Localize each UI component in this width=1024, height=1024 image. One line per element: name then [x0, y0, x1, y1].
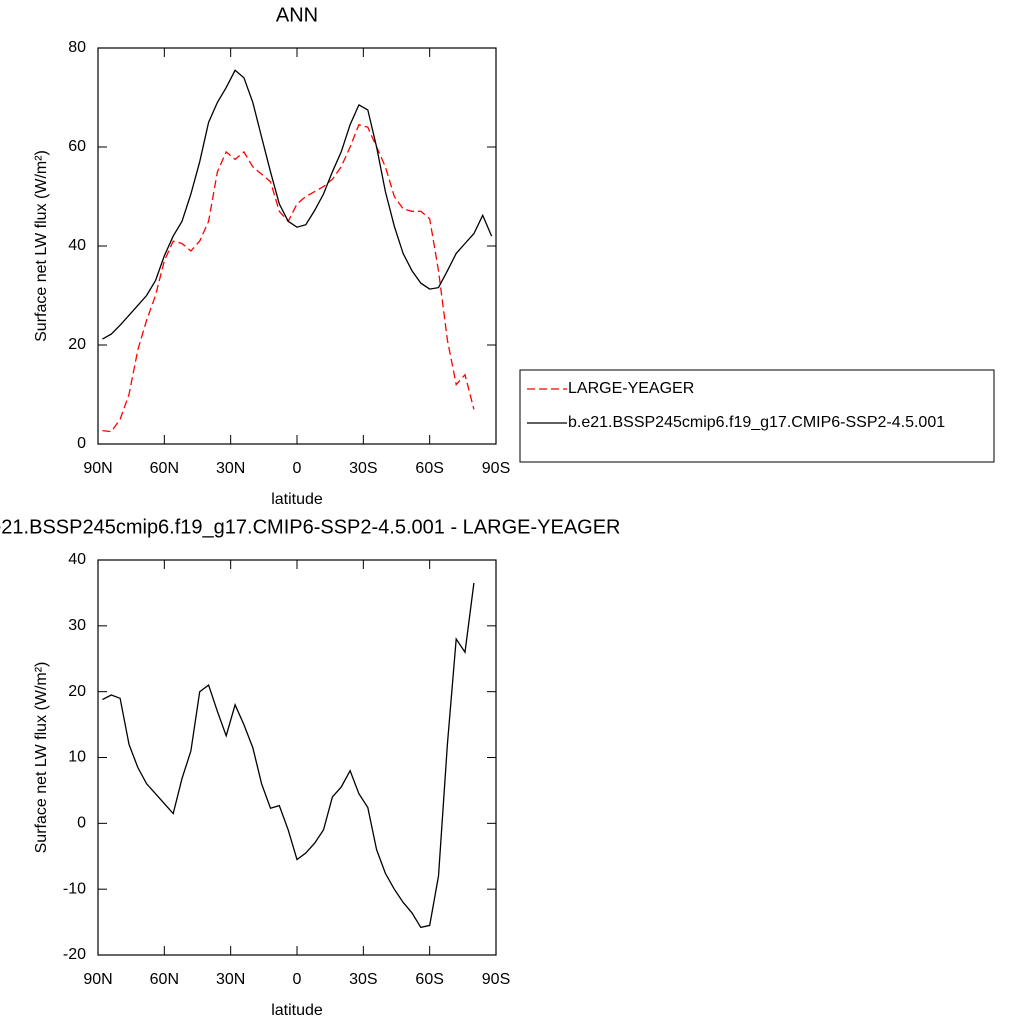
y-tick-label: 30	[68, 617, 86, 634]
x-tick-label: 60N	[150, 971, 179, 988]
data-line	[102, 69, 493, 340]
x-axis-label: latitude	[271, 1002, 323, 1019]
x-tick-label: 90S	[482, 971, 510, 988]
x-tick-label: 90S	[482, 460, 510, 477]
y-tick-label: -20	[63, 946, 86, 963]
x-tick-label: 30N	[216, 460, 245, 477]
y-tick-label: 0	[77, 815, 86, 832]
plot-frame	[97, 47, 497, 445]
x-tick-label: 60S	[415, 460, 443, 477]
y-tick-label: 20	[68, 683, 86, 700]
x-tick-label: 30S	[349, 460, 377, 477]
x-tick-label: 90N	[83, 971, 112, 988]
y-tick-label: 60	[68, 138, 86, 155]
x-tick-label: 30N	[216, 971, 245, 988]
data-line	[102, 582, 475, 929]
x-tick-label: 0	[293, 460, 302, 477]
x-tick-label: 60N	[150, 460, 179, 477]
y-tick-label: 0	[77, 435, 86, 452]
y-axis-label: Surface net LW flux (W/m²)	[33, 662, 50, 854]
y-tick-label: 10	[68, 749, 86, 766]
x-tick-label: 90N	[83, 460, 112, 477]
data-line	[102, 123, 475, 433]
y-axis-label: Surface net LW flux (W/m²)	[33, 150, 50, 342]
legend-box	[519, 369, 995, 463]
x-tick-label: 30S	[349, 971, 377, 988]
x-axis-label: latitude	[271, 491, 323, 508]
y-tick-label: 40	[68, 551, 86, 568]
y-tick-label: -10	[63, 880, 86, 897]
y-tick-label: 20	[68, 336, 86, 353]
chart-title: ANN	[276, 4, 318, 26]
plot-frame	[97, 559, 497, 956]
legend-label: LARGE-YEAGER	[568, 380, 694, 397]
y-tick-label: 80	[68, 39, 86, 56]
legend-label: b.e21.BSSP245cmip6.f19_g17.CMIP6-SSP2-4.…	[568, 414, 945, 431]
chart-title: b.e21.BSSP245cmip6.f19_g17.CMIP6-SSP2-4.…	[0, 516, 621, 538]
x-tick-label: 60S	[415, 971, 443, 988]
y-tick-label: 40	[68, 237, 86, 254]
x-tick-label: 0	[293, 971, 302, 988]
